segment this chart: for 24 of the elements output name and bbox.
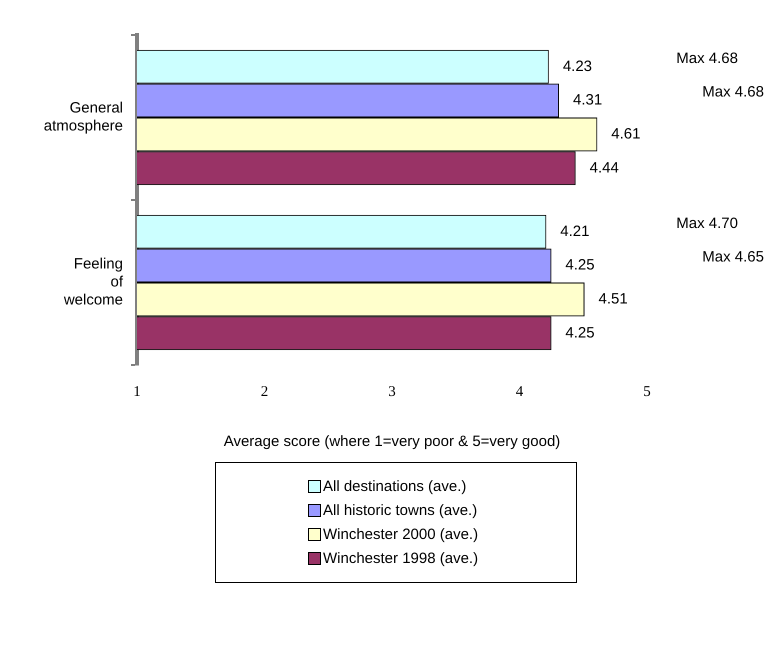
data-label: 4.31	[573, 92, 602, 109]
x-tick-label: 1	[133, 384, 141, 400]
text: Max 4.68	[676, 50, 738, 67]
legend-label: All destinations (ave.)	[323, 478, 466, 495]
data-label: 4.25	[565, 324, 595, 342]
y-tick-label: Feeling of welcome	[62, 256, 124, 309]
text: Max 4.68	[702, 84, 764, 101]
data-label: 4.21	[560, 222, 590, 240]
x-tick-label: 5	[643, 384, 651, 400]
text: Max 4.70	[676, 214, 738, 232]
legend-label: All historic towns (ave.)	[323, 502, 478, 519]
data-label: 4.44	[590, 159, 619, 176]
x-tick-label: 3	[388, 384, 396, 400]
data-label: 4.25	[565, 256, 595, 274]
x-axis-title: Average score (where 1=very poor & 5=very good)	[224, 433, 560, 450]
data-label: 4.51	[598, 290, 628, 308]
data-label: 4.61	[611, 126, 640, 143]
x-tick-label: 4	[516, 384, 524, 400]
y-tick-label: General atmosphere	[44, 100, 123, 135]
legend-label: Winchester 1998 (ave.)	[323, 550, 478, 567]
text: Max 4.65	[702, 248, 764, 266]
legend-label: Winchester 2000 (ave.)	[323, 526, 478, 543]
data-label: 4.23	[562, 58, 592, 75]
x-tick-label: 2	[260, 384, 268, 400]
